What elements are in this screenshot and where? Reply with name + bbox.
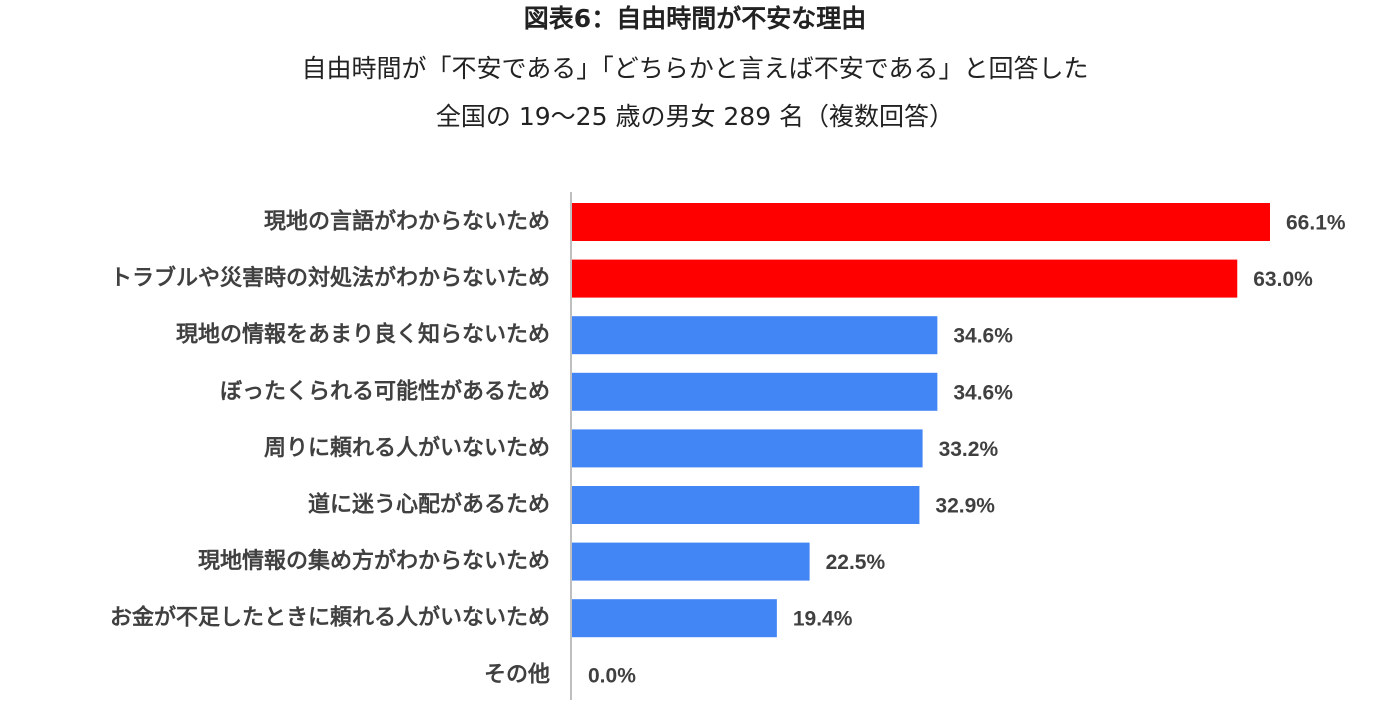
bar-1 — [572, 259, 1238, 298]
bar-7 — [572, 599, 777, 638]
data-label-3: 34.6% — [953, 381, 1013, 404]
bar-4 — [572, 429, 923, 468]
chart-title: 図表6：自由時間が不安な理由 — [523, 4, 867, 33]
category-label-1: トラブルや災害時の対処法がわからないため — [110, 265, 550, 291]
data-label-4: 33.2% — [939, 438, 999, 461]
category-label-0: 現地の言語がわからないため — [264, 209, 550, 235]
chart-subtitle-line1: 自由時間が「不安である」「どちらかと言えば不安である」と回答した — [301, 54, 1089, 83]
category-label-5: 道に迷う心配があるため — [308, 492, 550, 518]
data-label-1: 63.0% — [1253, 268, 1313, 291]
category-label-3: ぼったくられる可能性があるため — [220, 378, 550, 404]
bar-3 — [572, 372, 938, 411]
category-label-7: お金が不足したときに頼れる人がいないため — [110, 605, 550, 631]
data-label-8: 0.0% — [588, 664, 636, 687]
data-label-6: 22.5% — [826, 551, 886, 574]
category-label-6: 現地情報の集め方がわからないため — [198, 548, 550, 574]
chart-subtitle-line2: 全国の 19〜25 歳の男女 289 名（複数回答） — [435, 102, 955, 131]
bar-0 — [572, 203, 1270, 241]
category-label-2: 現地の情報をあまり良く知らないため — [176, 322, 550, 348]
bar-6 — [572, 542, 810, 581]
bar-2 — [572, 316, 938, 355]
data-label-5: 32.9% — [935, 495, 995, 518]
category-label-4: 周りに頼れる人がいないため — [264, 435, 550, 461]
bar-5 — [572, 486, 920, 524]
data-label-7: 19.4% — [793, 608, 853, 631]
category-label-8: その他 — [484, 662, 550, 687]
data-label-2: 34.6% — [953, 325, 1013, 348]
data-label-0: 66.1% — [1286, 212, 1346, 235]
